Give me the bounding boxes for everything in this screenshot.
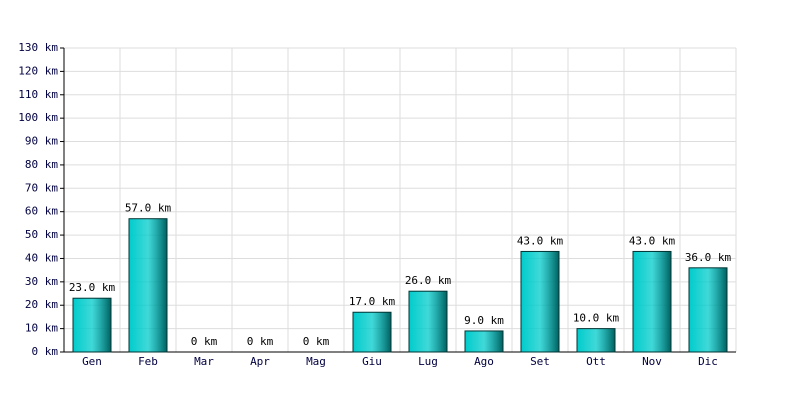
bar bbox=[688, 267, 728, 353]
y-tick-label: 110 km bbox=[18, 88, 58, 101]
value-label: 0 km bbox=[191, 335, 218, 348]
y-tick-label: 60 km bbox=[25, 205, 58, 218]
bar bbox=[72, 297, 112, 353]
y-tick-label: 20 km bbox=[25, 298, 58, 311]
value-label: 0 km bbox=[247, 335, 274, 348]
value-label: 43.0 km bbox=[517, 234, 564, 247]
y-tick-label: 80 km bbox=[25, 158, 58, 171]
x-tick-label: Ago bbox=[474, 355, 494, 368]
y-tick-label: 50 km bbox=[25, 228, 58, 241]
bar bbox=[352, 311, 392, 353]
x-tick-label: Mag bbox=[306, 355, 326, 368]
value-label: 43.0 km bbox=[629, 234, 676, 247]
x-tick-label: Set bbox=[530, 355, 550, 368]
y-tick-label: 10 km bbox=[25, 322, 58, 335]
x-tick-label: Mar bbox=[194, 355, 214, 368]
x-tick-label: Dic bbox=[698, 355, 718, 368]
x-tick-label: Giu bbox=[362, 355, 382, 368]
value-label: 57.0 km bbox=[125, 202, 172, 215]
bar bbox=[128, 218, 168, 353]
value-label: 10.0 km bbox=[573, 312, 620, 325]
value-label: 9.0 km bbox=[464, 314, 504, 327]
y-tick-label: 100 km bbox=[18, 111, 58, 124]
bar bbox=[408, 290, 448, 353]
x-tick-label: Apr bbox=[250, 355, 270, 368]
y-tick-label: 90 km bbox=[25, 135, 58, 148]
value-label: 23.0 km bbox=[69, 281, 116, 294]
y-tick-label: 40 km bbox=[25, 251, 58, 264]
x-tick-label: Feb bbox=[138, 355, 158, 368]
value-label: 0 km bbox=[303, 335, 330, 348]
x-tick-label: Ott bbox=[586, 355, 606, 368]
bar bbox=[464, 330, 504, 353]
x-tick-label: Nov bbox=[642, 355, 662, 368]
x-tick-label: Lug bbox=[418, 355, 438, 368]
y-tick-label: 120 km bbox=[18, 64, 58, 77]
value-label: 17.0 km bbox=[349, 295, 396, 308]
bar bbox=[520, 250, 560, 353]
bar bbox=[576, 328, 616, 353]
y-tick-label: 130 km bbox=[18, 41, 58, 54]
y-tick-label: 70 km bbox=[25, 181, 58, 194]
y-tick-label: 30 km bbox=[25, 275, 58, 288]
bar bbox=[632, 250, 672, 353]
x-tick-label: Gen bbox=[82, 355, 102, 368]
y-tick-label: 0 km bbox=[32, 345, 59, 358]
value-label: 36.0 km bbox=[685, 251, 732, 264]
value-label: 26.0 km bbox=[405, 274, 452, 287]
